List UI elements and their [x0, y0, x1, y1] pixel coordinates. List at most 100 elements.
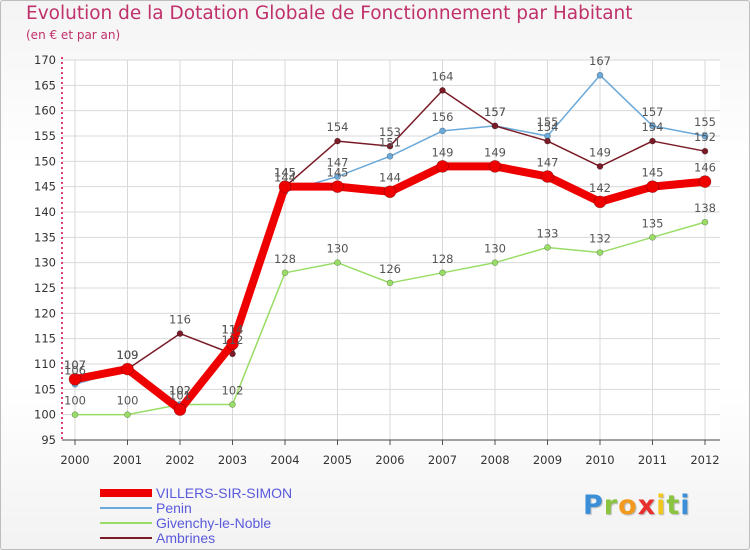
data-label: 132: [589, 232, 611, 246]
logo-letter: i: [656, 490, 667, 521]
x-tick-label: 2009: [533, 453, 562, 467]
data-point: [701, 132, 709, 140]
data-label: 107: [64, 358, 86, 372]
data-label: 154: [642, 120, 664, 134]
data-label: 157: [484, 105, 506, 119]
y-tick-label: 160: [34, 104, 56, 118]
logo-letter: o: [618, 490, 638, 521]
data-point: [649, 137, 656, 145]
data-label: 149: [432, 145, 454, 159]
y-tick-label: 115: [34, 332, 56, 346]
data-label: 144: [379, 171, 401, 185]
x-tick-label: 2008: [480, 453, 509, 467]
data-point: [331, 180, 344, 193]
data-point: [436, 160, 449, 173]
x-tick-label: 2007: [428, 453, 457, 467]
data-label: 109: [117, 348, 139, 362]
data-label: 146: [694, 161, 716, 175]
logo-letter: i: [680, 490, 691, 521]
data-label: 145: [642, 166, 664, 180]
y-tick-label: 110: [34, 357, 56, 371]
data-point: [71, 411, 79, 418]
data-point: [491, 122, 499, 130]
data-point: [386, 152, 394, 160]
data-label: 100: [117, 394, 139, 408]
legend-label-penin: Penin: [156, 499, 192, 516]
data-label: 109: [117, 348, 139, 362]
logo-letter: t: [666, 490, 681, 521]
data-point: [121, 362, 134, 376]
data-label: 130: [327, 242, 349, 256]
data-label: 114: [222, 323, 244, 337]
data-label: 147: [537, 156, 559, 170]
data-point: [596, 249, 604, 256]
data-point: [541, 170, 554, 183]
legend-item-givenchy: Givenchy-le-Noble: [100, 515, 271, 531]
data-point: [646, 180, 659, 193]
legend-swatch-ambrines: [100, 536, 152, 539]
y-tick-label: 125: [34, 281, 56, 295]
data-label: 133: [537, 226, 559, 240]
data-label: 157: [642, 105, 664, 119]
y-tick-label: 145: [34, 180, 56, 194]
y-tick-label: 150: [34, 154, 56, 168]
data-point: [544, 137, 551, 145]
chart-subtitle: (en € et par an): [26, 28, 121, 42]
logo-letter: x: [637, 490, 657, 521]
data-label: 100: [64, 394, 86, 408]
data-point: [439, 127, 446, 135]
data-point: [334, 137, 341, 145]
data-point: [68, 372, 82, 386]
data-label: 167: [589, 54, 611, 68]
data-point: [386, 142, 394, 150]
data-label: 112: [222, 333, 244, 347]
data-point: [593, 195, 607, 209]
legend-item-villers: VILLERS-SIR-SIMON: [100, 484, 293, 501]
data-label: 107: [64, 358, 86, 372]
data-point: [173, 403, 187, 416]
x-tick-label: 2011: [638, 453, 667, 467]
data-label: 145: [274, 166, 296, 180]
y-tick-label: 105: [34, 382, 56, 396]
data-label: 126: [379, 262, 401, 276]
data-label: 151: [379, 135, 401, 149]
y-tick-label: 130: [34, 256, 56, 270]
data-point: [124, 411, 131, 418]
data-label: 155: [537, 115, 559, 129]
data-label: 116: [169, 313, 191, 327]
y-tick-label: 135: [34, 230, 56, 244]
y-tick-label: 140: [34, 205, 56, 219]
data-label: 149: [484, 145, 506, 159]
data-label: 156: [432, 110, 454, 124]
data-label: 147: [327, 156, 349, 170]
data-point: [491, 259, 499, 266]
plot-area: [62, 60, 720, 440]
data-label: 106: [64, 363, 86, 377]
data-point: [596, 163, 604, 170]
x-tick-label: 2003: [218, 453, 247, 467]
x-tick-label: 2000: [60, 453, 89, 467]
y-tick-label: 165: [34, 78, 56, 92]
data-label: 102: [222, 384, 244, 398]
data-point: [383, 185, 397, 199]
x-tick-label: 2005: [323, 453, 352, 467]
x-tick-label: 2010: [585, 453, 614, 467]
data-label: 153: [379, 125, 401, 139]
data-label: 128: [432, 252, 454, 266]
data-label: 144: [274, 171, 296, 185]
data-point: [334, 259, 341, 266]
data-point: [281, 269, 289, 277]
data-point: [334, 173, 341, 180]
x-tick-label: 2002: [165, 453, 194, 467]
logo-letter: P: [583, 490, 604, 521]
data-label: 145: [274, 166, 296, 180]
data-label: 102: [169, 384, 191, 398]
legend-label-villers: VILLERS-SIR-SIMON: [156, 484, 293, 501]
data-label: 157: [484, 105, 506, 119]
proxiti-logo: Proxiti: [583, 490, 691, 521]
data-point: [229, 401, 236, 408]
data-point: [176, 330, 184, 337]
y-tick-label: 120: [34, 306, 56, 320]
data-label: 128: [274, 252, 296, 266]
chart-title: Evolution de la Dotation Globale de Fonc…: [26, 3, 633, 24]
